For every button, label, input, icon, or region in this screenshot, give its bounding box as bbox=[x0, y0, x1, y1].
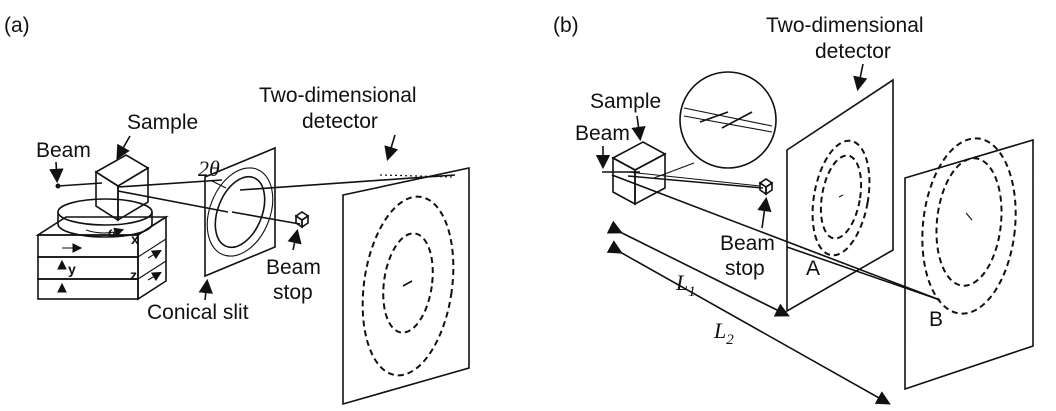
beam-stop-label-a-line2: stop bbox=[273, 281, 313, 304]
sample-cube-b bbox=[611, 141, 667, 206]
rotation-stage bbox=[57, 198, 153, 238]
axis-x-label: x bbox=[131, 231, 139, 247]
point-a-label: A bbox=[806, 257, 820, 280]
axis-omega-label: ω bbox=[108, 224, 120, 240]
beam-stop-label-a-line1: Beam bbox=[266, 256, 321, 279]
incident-beam bbox=[57, 182, 103, 187]
panel-a: (a) ω x y z bbox=[4, 14, 470, 406]
detector-a bbox=[342, 167, 470, 406]
diffracted-beam-upper bbox=[117, 179, 223, 188]
detector-label-b-line2: detector bbox=[815, 40, 891, 63]
l2-label: L2 bbox=[713, 318, 734, 348]
beam-label-a: Beam bbox=[36, 139, 91, 162]
xyz-stage bbox=[35, 215, 169, 301]
detector-b-far bbox=[904, 137, 1034, 391]
diffracted-ray-to-detector bbox=[239, 174, 456, 191]
diffracted-ray-b bbox=[611, 174, 941, 301]
detector-label-a-line1: Two-dimensional bbox=[259, 84, 417, 107]
two-theta-angle-mark bbox=[211, 180, 227, 189]
l2-distance-arrow bbox=[606, 240, 891, 405]
direct-beam bbox=[231, 211, 301, 225]
conical-slit bbox=[204, 146, 276, 278]
beam-stop-label-b-line1: Beam bbox=[720, 232, 775, 255]
beam-label-b: Beam bbox=[575, 122, 630, 145]
direct-beam-b bbox=[627, 175, 764, 189]
point-b-label: B bbox=[929, 308, 943, 331]
sample-label-a: Sample bbox=[127, 111, 198, 134]
panel-b-tag: (b) bbox=[553, 14, 579, 37]
magnified-inset bbox=[653, 71, 777, 179]
sample-label-b: Sample bbox=[590, 90, 661, 113]
beam-stop-label-b-line2: stop bbox=[725, 257, 765, 280]
detector-label-a-line2: detector bbox=[302, 110, 378, 133]
axis-z-label: z bbox=[130, 267, 137, 283]
l1-label: L1 bbox=[675, 270, 696, 300]
beam-stop-a bbox=[294, 211, 310, 229]
detector-label-b-line1: Two-dimensional bbox=[766, 14, 924, 37]
conical-slit-label: Conical slit bbox=[147, 301, 249, 324]
sample-cube bbox=[94, 154, 150, 222]
beam-stop-b bbox=[758, 178, 774, 196]
panel-b: (b) bbox=[553, 14, 1034, 405]
two-theta-label: 2θ bbox=[198, 156, 220, 181]
panel-a-tag: (a) bbox=[4, 14, 30, 37]
axis-y-label: y bbox=[68, 261, 76, 277]
